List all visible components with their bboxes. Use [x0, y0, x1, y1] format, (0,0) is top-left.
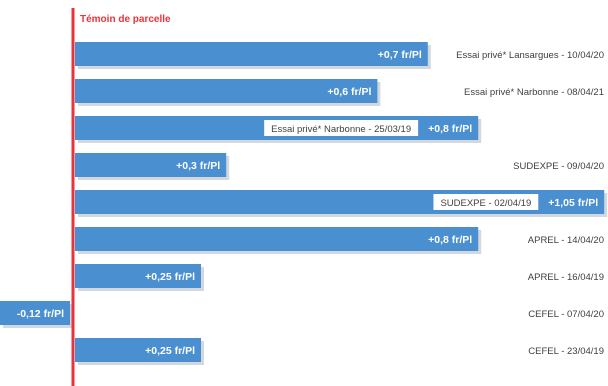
value-label: -0,12 fr/Pl	[17, 308, 64, 320]
bar	[75, 338, 201, 362]
category-label: Essai privé* Narbonne - 08/04/21	[464, 87, 604, 98]
category-label: SUDEXPE - 09/04/20	[513, 161, 604, 172]
bar	[75, 153, 227, 177]
bar	[75, 264, 201, 288]
value-label: +0,7 fr/Pl	[378, 49, 422, 61]
category-label: CEFEL - 07/04/20	[528, 309, 604, 320]
category-label: Essai privé* Lansargues - 10/04/20	[456, 50, 604, 61]
bars-group: +0,7 fr/Pl Essai privé* Lansargues - 10/0…	[0, 42, 608, 365]
reference-label: Témoin de parcelle	[80, 14, 171, 25]
value-label: +0,8 fr/Pl	[428, 234, 472, 246]
value-label: +1,05 fr/Pl	[548, 197, 598, 209]
category-label: Essai privé* Narbonne - 25/03/19	[271, 124, 411, 135]
category-label-box	[264, 120, 419, 136]
category-label: SUDEXPE - 02/04/19	[440, 198, 531, 209]
value-label: +0,3 fr/Pl	[176, 160, 220, 172]
category-label-box	[433, 194, 539, 210]
category-label: APREL - 16/04/19	[528, 272, 604, 283]
bar	[75, 227, 479, 251]
value-label: +0,25 fr/Pl	[145, 345, 195, 357]
bar	[75, 79, 378, 103]
category-label: CEFEL - 23/04/19	[528, 346, 604, 357]
value-label: +0,25 fr/Pl	[145, 271, 195, 283]
value-label: +0,6 fr/Pl	[327, 86, 371, 98]
category-label: APREL - 14/04/20	[528, 235, 604, 246]
value-label: +0,8 fr/Pl	[428, 123, 472, 135]
bar	[75, 42, 428, 66]
bar	[0, 301, 70, 325]
